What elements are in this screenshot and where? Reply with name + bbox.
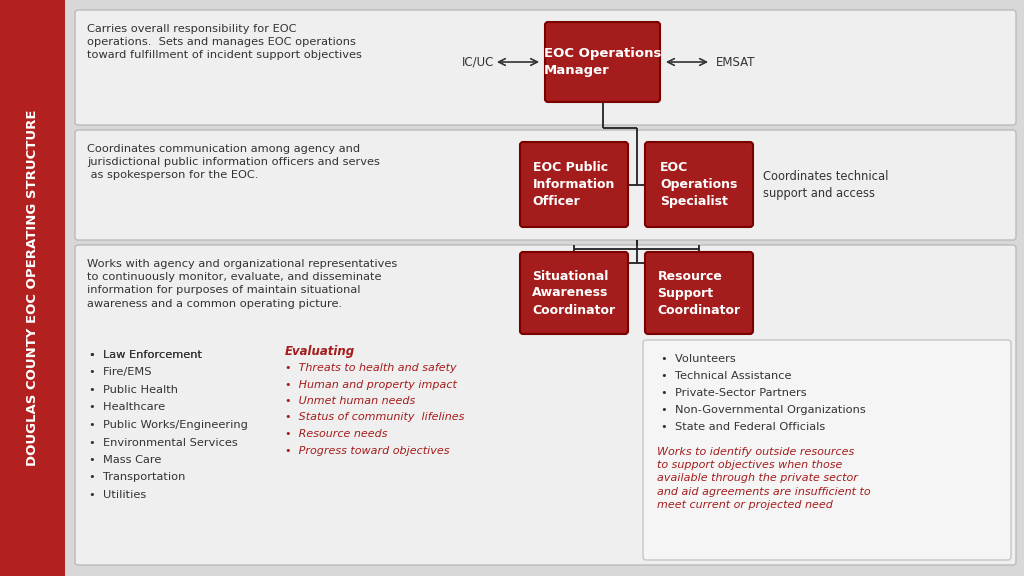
Text: •  Non-Governmental Organizations: • Non-Governmental Organizations: [662, 405, 865, 415]
Text: •  Threats to health and safety: • Threats to health and safety: [285, 363, 457, 373]
Text: Works to identify outside resources
to support objectives when those
available t: Works to identify outside resources to s…: [657, 447, 870, 510]
Text: •  Mass Care: • Mass Care: [89, 455, 162, 465]
Text: Coordinates communication among agency and
jurisdictional public information off: Coordinates communication among agency a…: [87, 144, 380, 180]
Text: •  Healthcare: • Healthcare: [89, 403, 165, 412]
Text: •  Transportation: • Transportation: [89, 472, 185, 483]
Text: •  Unmet human needs: • Unmet human needs: [285, 396, 416, 406]
Text: •  Resource needs: • Resource needs: [285, 429, 387, 439]
Text: •  Environmental Services: • Environmental Services: [89, 438, 238, 448]
FancyBboxPatch shape: [545, 22, 660, 102]
Text: EOC
Operations
Specialist: EOC Operations Specialist: [660, 161, 737, 208]
Text: •  Status of community  lifelines: • Status of community lifelines: [285, 412, 464, 423]
FancyBboxPatch shape: [520, 142, 628, 227]
Text: •  Public Health: • Public Health: [89, 385, 178, 395]
Text: EMSAT: EMSAT: [716, 55, 756, 69]
Text: •  Private-Sector Partners: • Private-Sector Partners: [662, 388, 807, 398]
Text: EOC Public
Information
Officer: EOC Public Information Officer: [532, 161, 615, 208]
FancyBboxPatch shape: [520, 252, 628, 334]
Text: Resource
Support
Coordinator: Resource Support Coordinator: [657, 270, 740, 316]
FancyBboxPatch shape: [75, 10, 1016, 125]
Text: •  Technical Assistance: • Technical Assistance: [662, 371, 792, 381]
Text: •  Law Enforcement: • Law Enforcement: [89, 350, 202, 360]
Text: Carries overall responsibility for EOC
operations.  Sets and manages EOC operati: Carries overall responsibility for EOC o…: [87, 24, 361, 60]
Text: Situational
Awareness
Coordinator: Situational Awareness Coordinator: [532, 270, 615, 316]
FancyBboxPatch shape: [643, 340, 1011, 560]
Text: DOUGLAS COUNTY EOC OPERATING STRUCTURE: DOUGLAS COUNTY EOC OPERATING STRUCTURE: [26, 110, 39, 466]
Text: •  Human and property impact: • Human and property impact: [285, 380, 457, 389]
Bar: [0, 0, 65, 576]
Text: •  Progress toward objectives: • Progress toward objectives: [285, 445, 450, 456]
Text: •  Public Works/Engineering: • Public Works/Engineering: [89, 420, 248, 430]
FancyBboxPatch shape: [645, 142, 753, 227]
Text: Evaluating: Evaluating: [285, 345, 355, 358]
FancyBboxPatch shape: [645, 252, 753, 334]
Text: •  State and Federal Officials: • State and Federal Officials: [662, 422, 825, 432]
FancyBboxPatch shape: [75, 245, 1016, 565]
Text: •  Fire/EMS: • Fire/EMS: [89, 367, 152, 377]
Text: Coordinates technical
support and access: Coordinates technical support and access: [763, 169, 889, 199]
FancyBboxPatch shape: [75, 130, 1016, 240]
Text: •  Volunteers: • Volunteers: [662, 354, 736, 364]
Text: IC/UC: IC/UC: [462, 55, 495, 69]
Text: •  Law Enforcement: • Law Enforcement: [89, 350, 202, 360]
Text: EOC Operations
Manager: EOC Operations Manager: [544, 47, 662, 77]
Text: •  Utilities: • Utilities: [89, 490, 146, 500]
Text: Works with agency and organizational representatives
to continuously monitor, ev: Works with agency and organizational rep…: [87, 259, 397, 309]
